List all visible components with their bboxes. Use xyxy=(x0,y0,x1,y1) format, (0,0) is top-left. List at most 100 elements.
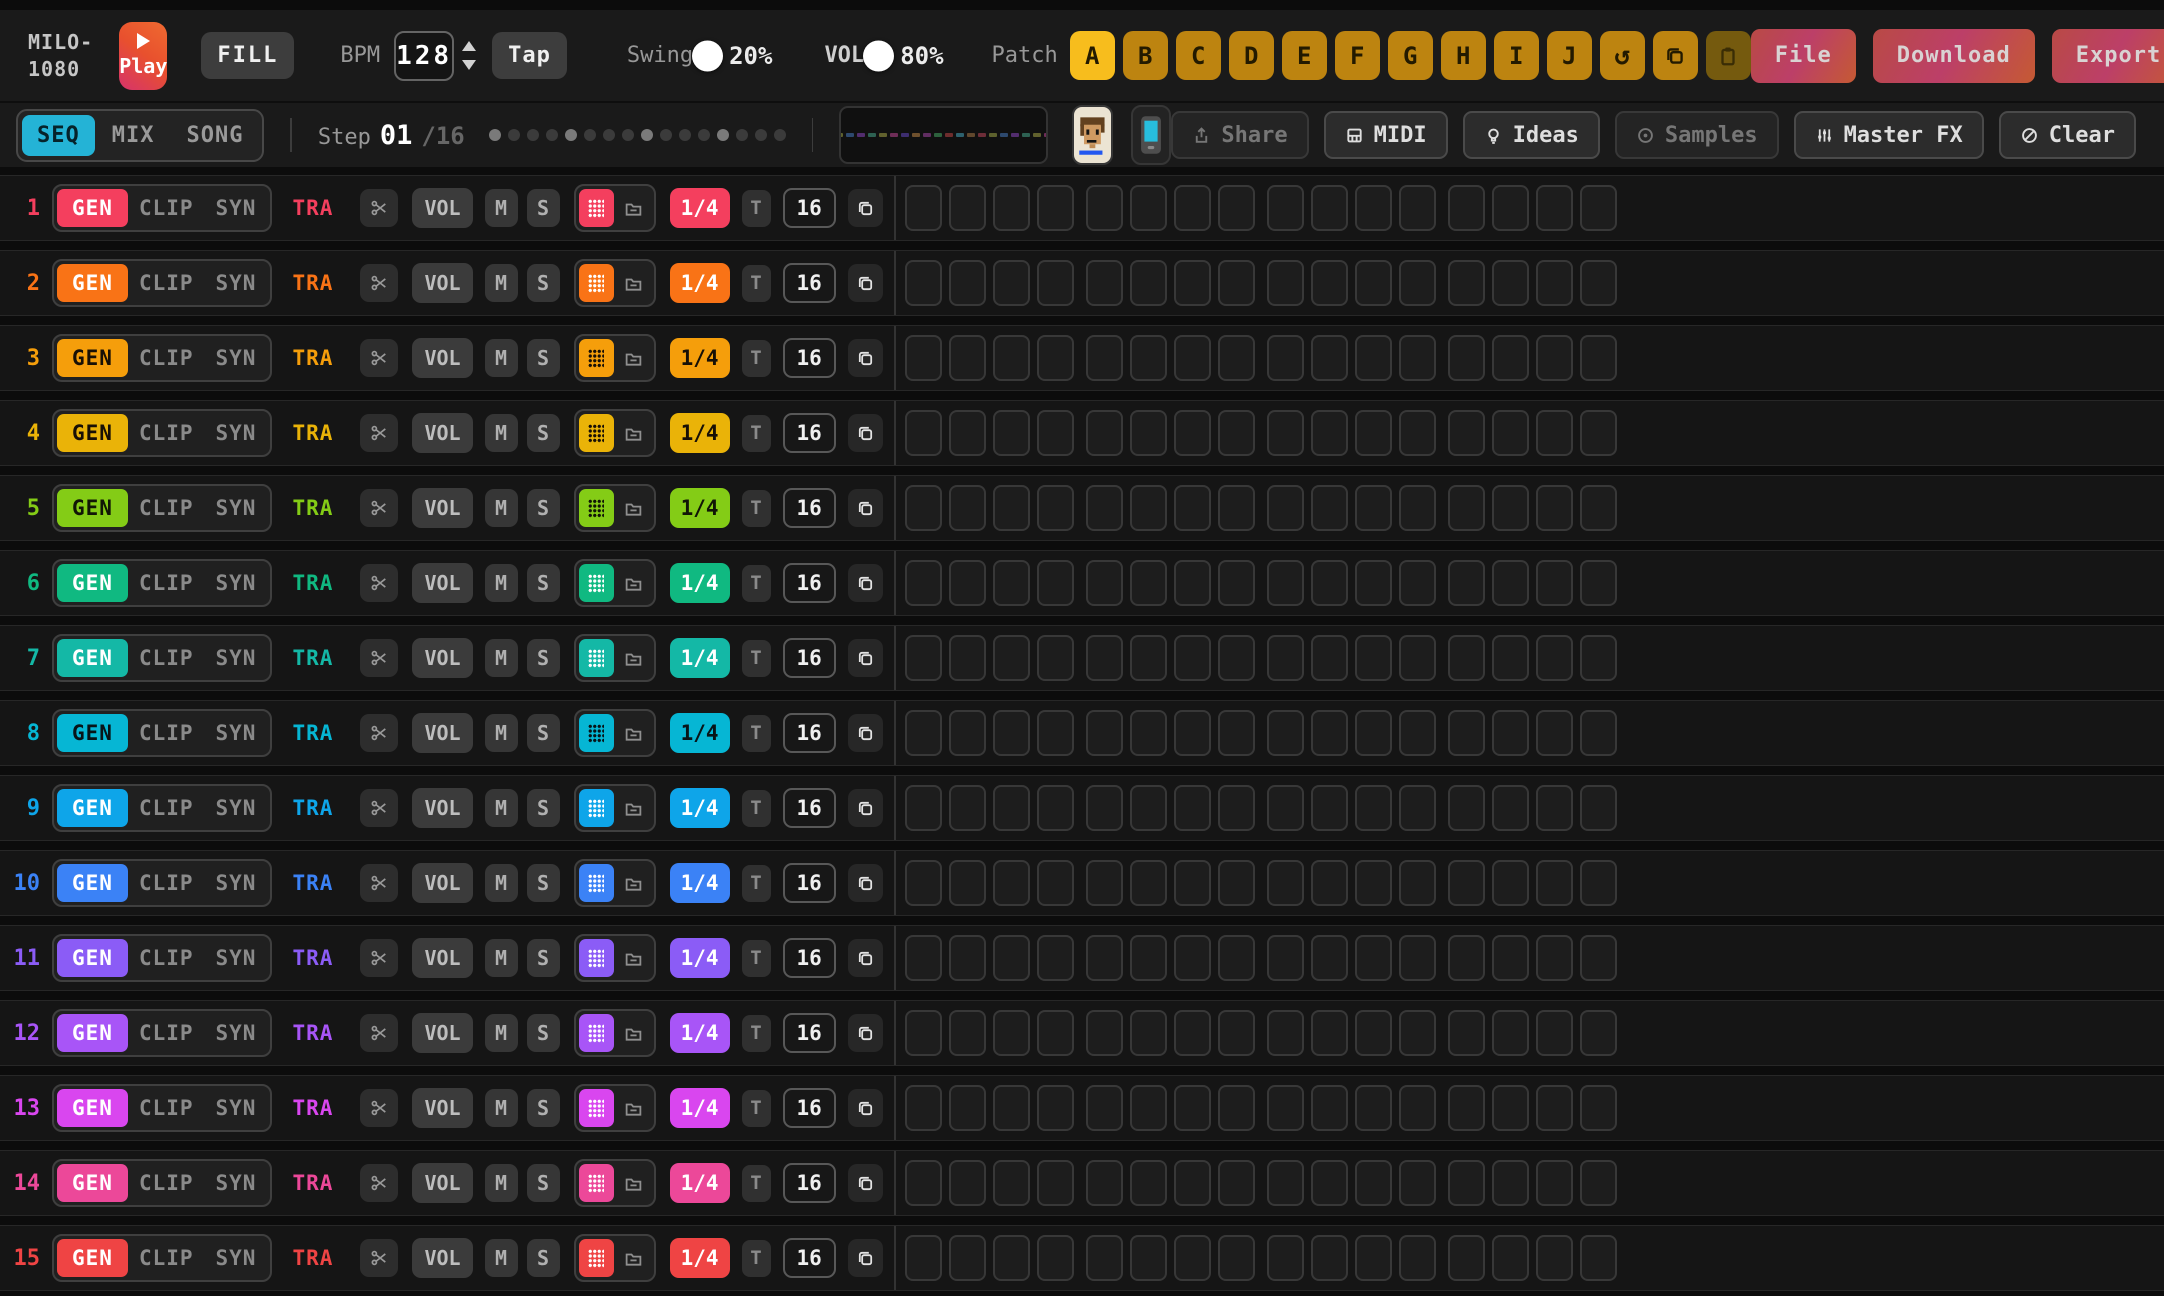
step-cell[interactable] xyxy=(1354,635,1392,681)
step-cell[interactable] xyxy=(992,185,1030,231)
step-cell[interactable] xyxy=(1579,1235,1617,1281)
step-cell[interactable] xyxy=(1036,410,1074,456)
folder-button[interactable] xyxy=(616,789,651,827)
track-volume-button[interactable]: VOL xyxy=(412,1013,473,1053)
track-name[interactable]: TRA xyxy=(292,421,334,445)
scissors-button[interactable] xyxy=(360,339,399,377)
syn-button[interactable]: SYN xyxy=(205,264,268,302)
steps-count-button[interactable]: 16 xyxy=(782,263,836,303)
copy-track-button[interactable] xyxy=(847,789,883,827)
step-cell[interactable] xyxy=(948,635,986,681)
patch-h-button[interactable]: H xyxy=(1440,31,1486,80)
step-cell[interactable] xyxy=(1085,785,1123,831)
step-cell[interactable] xyxy=(1398,410,1436,456)
track-name[interactable]: TRA xyxy=(292,796,334,820)
step-cell[interactable] xyxy=(1217,1010,1255,1056)
step-cell[interactable] xyxy=(1217,185,1255,231)
track-name[interactable]: TRA xyxy=(292,946,334,970)
syn-button[interactable]: SYN xyxy=(205,1089,268,1127)
share-button[interactable]: Share xyxy=(1171,111,1309,159)
step-cell[interactable] xyxy=(1535,260,1573,306)
step-cell[interactable] xyxy=(1579,185,1617,231)
step-cell[interactable] xyxy=(1354,560,1392,606)
step-cell[interactable] xyxy=(1129,1160,1167,1206)
step-cell[interactable] xyxy=(992,410,1030,456)
mute-button[interactable]: M xyxy=(484,789,518,827)
mute-button[interactable]: M xyxy=(484,714,518,752)
steps-count-button[interactable]: 16 xyxy=(782,1013,836,1053)
scissors-button[interactable] xyxy=(360,789,399,827)
step-cell[interactable] xyxy=(1266,785,1304,831)
rate-badge[interactable]: 1/4 xyxy=(669,188,730,228)
step-cell[interactable] xyxy=(904,635,942,681)
step-cell[interactable] xyxy=(948,1160,986,1206)
step-cell[interactable] xyxy=(1217,335,1255,381)
step-cell[interactable] xyxy=(1447,860,1485,906)
rate-badge[interactable]: 1/4 xyxy=(669,788,730,828)
copy-patch-button[interactable] xyxy=(1652,31,1698,80)
folder-button[interactable] xyxy=(616,564,651,602)
t-button[interactable]: T xyxy=(741,489,771,527)
step-cell[interactable] xyxy=(1036,635,1074,681)
syn-button[interactable]: SYN xyxy=(205,864,268,902)
folder-button[interactable] xyxy=(616,864,651,902)
bpm-decrease-button[interactable] xyxy=(462,60,477,70)
step-cell[interactable] xyxy=(1398,335,1436,381)
rate-badge[interactable]: 1/4 xyxy=(669,1013,730,1053)
scissors-button[interactable] xyxy=(360,714,399,752)
track-volume-button[interactable]: VOL xyxy=(412,788,473,828)
track-volume-button[interactable]: VOL xyxy=(412,938,473,978)
bpm-increase-button[interactable] xyxy=(462,41,477,51)
gen-button[interactable]: GEN xyxy=(57,864,128,902)
step-cell[interactable] xyxy=(904,935,942,981)
step-cell[interactable] xyxy=(948,485,986,531)
step-cell[interactable] xyxy=(1085,1010,1123,1056)
gen-button[interactable]: GEN xyxy=(57,1164,128,1202)
step-cell[interactable] xyxy=(1491,935,1529,981)
step-cell[interactable] xyxy=(1447,410,1485,456)
syn-button[interactable]: SYN xyxy=(205,639,268,677)
mute-button[interactable]: M xyxy=(484,564,518,602)
track-volume-button[interactable]: VOL xyxy=(412,1163,473,1203)
step-cell[interactable] xyxy=(904,260,942,306)
step-cell[interactable] xyxy=(948,785,986,831)
clip-button[interactable]: CLIP xyxy=(128,864,205,902)
step-cell[interactable] xyxy=(1354,860,1392,906)
clip-button[interactable]: CLIP xyxy=(128,789,205,827)
step-cell[interactable] xyxy=(1447,485,1485,531)
step-cell[interactable] xyxy=(1354,935,1392,981)
step-cell[interactable] xyxy=(1354,335,1392,381)
step-cell[interactable] xyxy=(1036,260,1074,306)
step-cell[interactable] xyxy=(1266,410,1304,456)
step-cell[interactable] xyxy=(1129,560,1167,606)
undo-icon[interactable]: ↺ xyxy=(1599,31,1645,80)
syn-button[interactable]: SYN xyxy=(205,1014,268,1052)
track-volume-button[interactable]: VOL xyxy=(412,713,473,753)
step-cell[interactable] xyxy=(1491,1235,1529,1281)
step-cell[interactable] xyxy=(1491,635,1529,681)
steps-count-button[interactable]: 16 xyxy=(782,188,836,228)
step-cell[interactable] xyxy=(1266,1160,1304,1206)
solo-button[interactable]: S xyxy=(526,864,560,902)
step-cell[interactable] xyxy=(1217,1085,1255,1131)
syn-button[interactable]: SYN xyxy=(205,939,268,977)
export-button[interactable]: Export xyxy=(2051,28,2164,83)
step-cell[interactable] xyxy=(1310,785,1348,831)
step-cell[interactable] xyxy=(1036,1085,1074,1131)
t-button[interactable]: T xyxy=(741,639,771,677)
pattern-swatch-button[interactable] xyxy=(578,414,614,452)
mute-button[interactable]: M xyxy=(484,1164,518,1202)
copy-track-button[interactable] xyxy=(847,714,883,752)
step-cell[interactable] xyxy=(1535,335,1573,381)
track-volume-button[interactable]: VOL xyxy=(412,338,473,378)
track-name[interactable]: TRA xyxy=(292,196,334,220)
step-cell[interactable] xyxy=(1579,560,1617,606)
step-cell[interactable] xyxy=(1310,935,1348,981)
patch-d-button[interactable]: D xyxy=(1228,31,1274,80)
step-cell[interactable] xyxy=(1266,860,1304,906)
step-cell[interactable] xyxy=(1398,560,1436,606)
step-cell[interactable] xyxy=(1447,785,1485,831)
step-cell[interactable] xyxy=(1173,635,1211,681)
step-cell[interactable] xyxy=(1266,635,1304,681)
patch-b-button[interactable]: B xyxy=(1122,31,1168,80)
